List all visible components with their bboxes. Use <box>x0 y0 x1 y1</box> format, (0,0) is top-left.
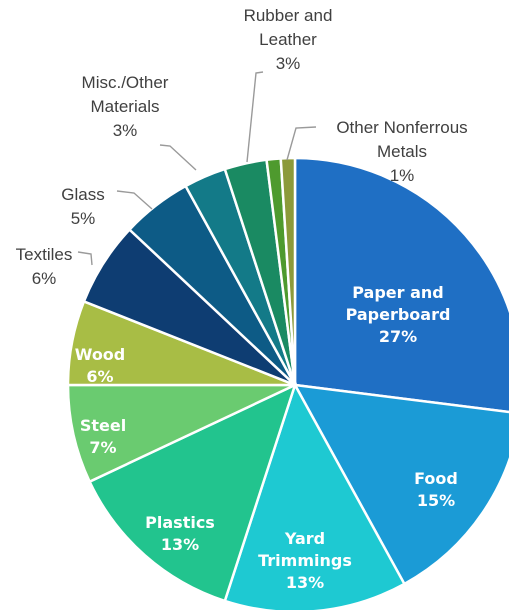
slice-value-plastics: 13% <box>161 535 199 554</box>
slice-label-paper: Paper and <box>352 283 444 302</box>
leader-line-nonferrous <box>286 126 317 161</box>
slice-value-wood: 6% <box>86 367 113 386</box>
slice-value-steel: 7% <box>89 438 116 457</box>
pie-slice-paper <box>293 156 509 414</box>
slice-label-misc: Materials <box>91 97 160 116</box>
slice-labels: Paper and Paperboard 27% Food 15% Yard Trimmin… <box>16 6 468 592</box>
slice-label-textiles: Textiles <box>16 245 73 264</box>
pie-slice-plastics <box>87 382 298 603</box>
slice-label-steel: Steel <box>80 416 126 435</box>
slice-value-paper: 27% <box>379 327 417 346</box>
slice-label-yard: Trimmings <box>258 551 352 570</box>
leader-lines <box>77 71 317 266</box>
pie-slices <box>66 156 509 610</box>
slice-label-wood: Wood <box>75 345 126 364</box>
slice-label-food: Food <box>414 469 458 488</box>
leader-line-rubber <box>246 71 264 163</box>
slice-value-yard: 13% <box>286 573 324 592</box>
pie-slice-yard <box>223 381 407 610</box>
slice-label-nonferrous: Other Nonferrous <box>336 118 467 137</box>
slice-label-plastics: Plastics <box>145 513 215 532</box>
slice-value-misc: 3% <box>113 121 138 140</box>
slice-label-glass: Glass <box>61 185 104 204</box>
slice-label-rubber: Leather <box>259 30 317 49</box>
leader-line-glass <box>116 190 153 210</box>
slice-label-nonferrous: Metals <box>377 142 427 161</box>
slice-value-glass: 5% <box>71 209 96 228</box>
slice-label-rubber: Rubber and <box>244 6 333 25</box>
slice-value-textiles: 6% <box>32 269 57 288</box>
slice-value-nonferrous: 1% <box>390 166 415 185</box>
slice-value-rubber: 3% <box>276 54 301 73</box>
pie-slice-food <box>292 383 509 586</box>
slice-label-misc: Misc./Other <box>82 73 169 92</box>
slice-label-paper: Paperboard <box>346 305 451 324</box>
leader-line-textiles <box>77 251 93 266</box>
slice-label-yard: Yard <box>284 529 325 548</box>
slice-value-food: 15% <box>417 491 455 510</box>
leader-line-misc <box>159 144 197 171</box>
